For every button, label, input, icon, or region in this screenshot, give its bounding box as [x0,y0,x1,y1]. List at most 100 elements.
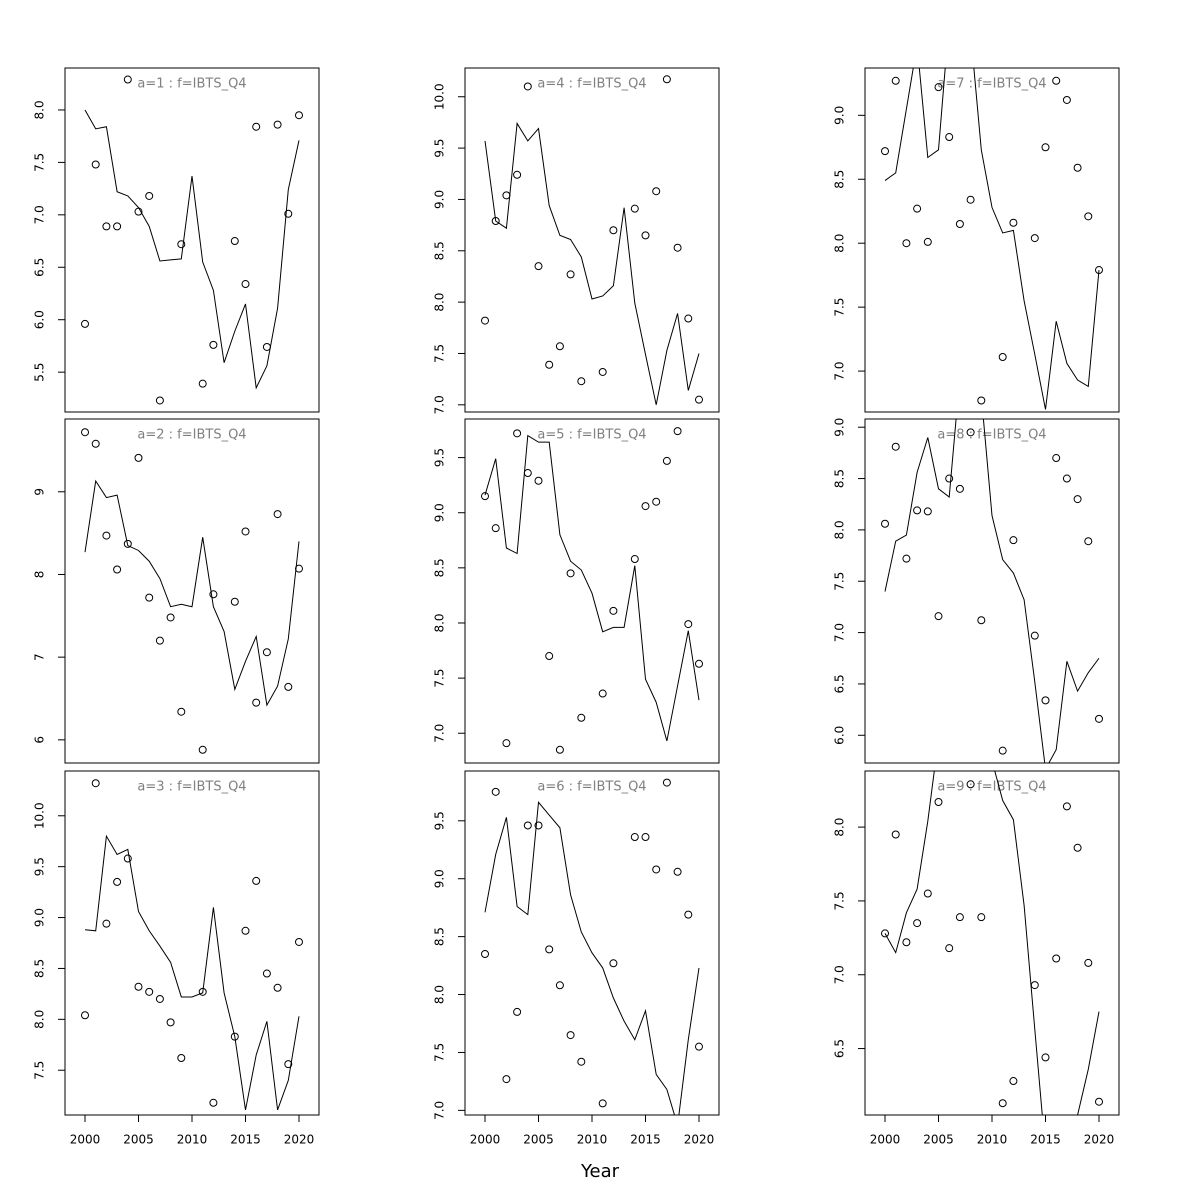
y-tick-label: 8.5 [833,469,847,488]
data-point [262,969,271,978]
data-point [241,926,250,935]
y-tick-label: 7.0 [433,1101,447,1120]
data-point [534,262,543,271]
data-point [891,830,900,839]
data-point [891,442,900,451]
data-point [902,554,911,563]
x-tick-label: 2015 [1030,1133,1061,1147]
panel-title: a=6 : f=IBTS_Q4 [537,780,646,795]
data-point [977,396,986,405]
data-point [673,867,682,876]
data-point [923,507,932,516]
data-point [262,648,271,657]
y-tick-label: 7.0 [833,965,847,984]
data-point [955,913,964,922]
data-point [662,75,671,84]
data-point [598,1099,607,1108]
data-point [145,191,154,200]
data-point [502,739,511,748]
data-point [262,342,271,351]
data-point [177,707,186,716]
x-tick-label: 2015 [230,1133,261,1147]
y-tick-label: 7.5 [833,572,847,591]
data-point [998,1099,1007,1108]
data-point [502,1075,511,1084]
y-tick-label: 6.5 [833,1039,847,1058]
plot-area [481,778,703,1115]
plot-area [881,771,1103,1115]
plot-area [81,75,303,405]
data-point [91,160,100,169]
y-tick-label: 9.0 [33,908,47,927]
y-tick-label: 8.5 [433,558,447,577]
x-tick-label: 2020 [1084,1133,1115,1147]
plot-area [881,68,1103,410]
data-point [1009,218,1018,227]
panel-title: a=1 : f=IBTS_Q4 [137,77,246,92]
data-point [123,854,132,863]
data-point [641,833,650,842]
panel-title: a=3 : f=IBTS_Q4 [137,780,246,795]
data-point [902,239,911,248]
y-tick-label: 9.0 [433,190,447,209]
data-point [652,497,661,506]
data-point [134,453,143,462]
data-point [1062,802,1071,811]
data-point [1094,1097,1103,1106]
data-point [1052,954,1061,963]
data-point [1030,981,1039,990]
data-point [891,76,900,85]
data-point [673,243,682,252]
plot-frame [64,67,320,413]
data-point [513,170,522,179]
x-tick-label: 2000 [70,1133,101,1147]
y-tick-label: 9.0 [833,106,847,125]
data-point [598,367,607,376]
data-point [481,316,490,325]
y-tick-label: 8.0 [433,293,447,312]
data-point [113,222,122,231]
y-tick-label: 8.0 [833,818,847,837]
data-point [1030,631,1039,640]
data-point [555,981,564,990]
data-point [555,745,564,754]
data-point [1073,495,1082,504]
x-tick-label: 2010 [177,1133,208,1147]
data-point [609,959,618,968]
x-tick-label: 2000 [470,1133,501,1147]
data-point [523,82,532,91]
data-point [81,1011,90,1020]
data-point [598,689,607,698]
data-point [545,945,554,954]
y-tick-label: 6.0 [833,726,847,745]
data-point [523,469,532,478]
plot-frame [864,418,1120,764]
data-point [902,938,911,947]
y-tick-label: 8.5 [33,959,47,978]
data-point [630,833,639,842]
y-tick-label: 7.0 [433,395,447,414]
data-point [81,428,90,437]
y-tick-label: 6.0 [33,310,47,329]
y-tick-label: 9 [33,488,47,496]
panel: a=2 : f=IBTS_Q4 6 7 8 9 [33,418,320,764]
panel-title: a=9 : f=IBTS_Q4 [937,780,1046,795]
data-point [662,778,671,787]
plot-frame [64,418,320,764]
data-point [923,237,932,246]
y-tick-label: 8.0 [833,520,847,539]
data-point [102,222,111,231]
data-point [1084,958,1093,967]
data-point [1041,1053,1050,1062]
data-point [113,565,122,574]
data-point [955,220,964,229]
data-point [502,191,511,200]
plot-frame [464,67,720,413]
data-point [1030,234,1039,243]
data-point [662,456,671,465]
panel: a=9 : f=IBTS_Q4 6.5 7.0 7.5 8.0 2000 2005 2010 2… [833,770,1120,1147]
data-point [1052,454,1061,463]
data-point [273,983,282,992]
data-point [566,1031,575,1040]
y-tick-label: 7.0 [833,623,847,642]
